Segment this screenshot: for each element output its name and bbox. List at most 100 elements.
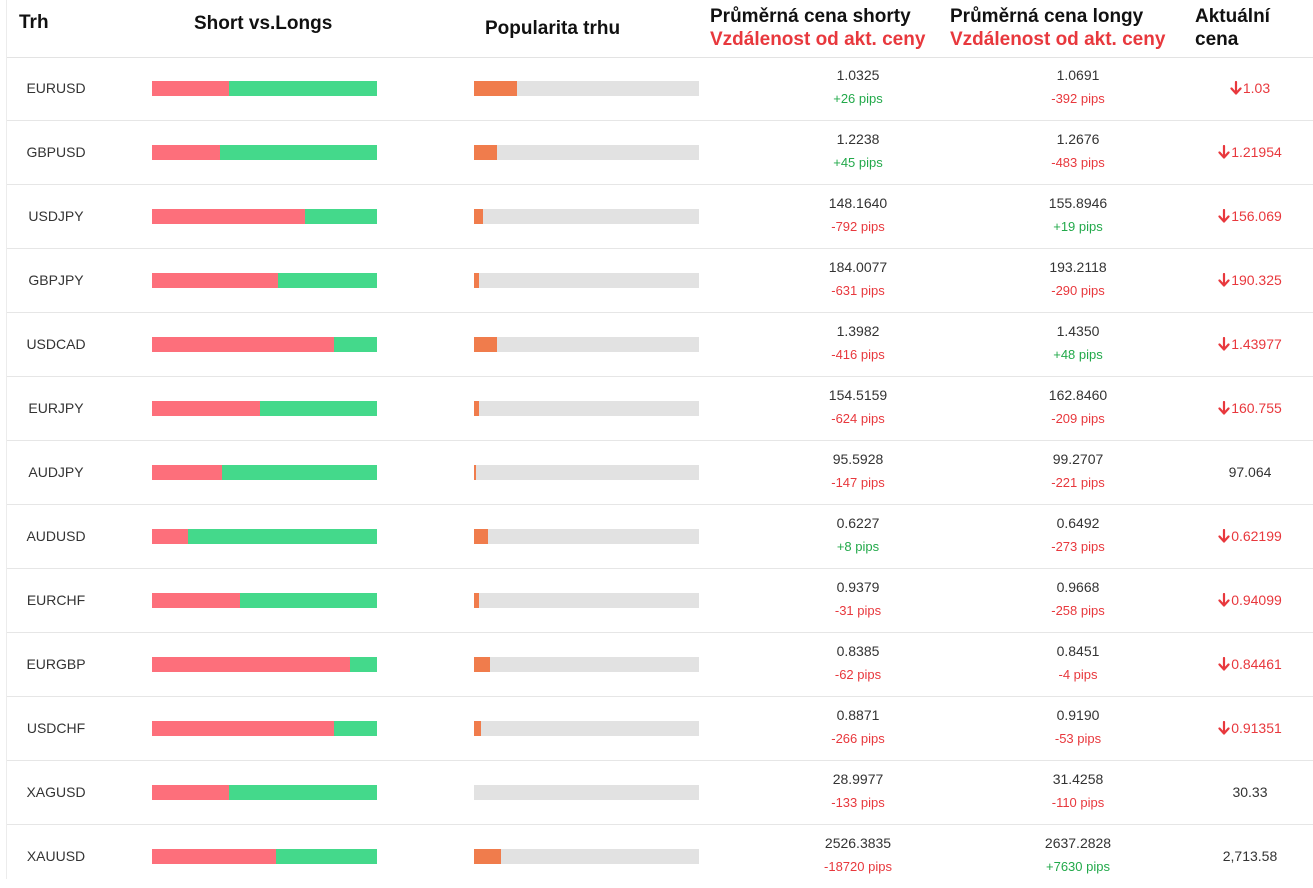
avg-long-cell: 31.4258 -110 pips [988,761,1168,824]
market-name[interactable]: GBPJPY [28,272,84,288]
table-row[interactable]: USDJPY 148.1640 -792 pips 155.8946 +19 pips 1… [7,185,1313,249]
popularity-fill [474,593,479,608]
avg-short-price: 0.6227 [836,515,880,531]
avg-short-pips: -147 pips [831,475,885,490]
avg-long-cell: 155.8946 +19 pips [988,185,1168,248]
current-price: 1.03 [1242,80,1271,96]
avg-short-cell: 148.1640 -792 pips [768,185,948,248]
short-vs-long-bar [152,657,377,672]
avg-long-cell: 1.0691 -392 pips [988,57,1168,120]
header-short-vs-longs[interactable]: Short vs.Longs [194,13,333,34]
avg-long-price: 0.9190 [1056,707,1100,723]
avg-short-price: 184.0077 [828,259,888,275]
market-name[interactable]: USDJPY [28,208,84,224]
popularity-bar [474,785,699,800]
avg-long-cell: 1.2676 -483 pips [988,121,1168,184]
current-price: 190.325 [1231,272,1282,288]
popularity-fill [474,273,479,288]
avg-long-cell: 0.6492 -273 pips [988,505,1168,568]
long-segment [228,81,377,96]
table-row[interactable]: GBPJPY 184.0077 -631 pips 193.2118 -290 pips… [7,249,1313,313]
popularity-fill [474,81,517,96]
popularity-bar [474,401,699,416]
header-market[interactable]: Trh [19,12,49,33]
avg-long-pips: +48 pips [1053,347,1103,362]
current-price: 0.94099 [1231,592,1282,608]
short-vs-long-bar [152,273,377,288]
avg-long-price: 1.2676 [1056,131,1100,147]
market-name[interactable]: EURJPY [28,400,84,416]
current-price: 30.33 [1232,784,1268,800]
arrow-down-icon [1218,593,1230,607]
table-row[interactable]: EURGBP 0.8385 -62 pips 0.8451 -4 pips 0.84461 [7,633,1313,697]
header-avg-long-price: Průměrná cena longy [950,6,1144,27]
avg-short-pips: +8 pips [836,539,880,554]
market-name[interactable]: USDCHF [26,720,86,736]
table-row[interactable]: EURJPY 154.5159 -624 pips 162.8460 -209 pips… [7,377,1313,441]
avg-short-cell: 1.3982 -416 pips [768,313,948,376]
long-segment [334,337,377,352]
short-segment [152,721,335,736]
avg-short-cell: 28.9977 -133 pips [768,761,948,824]
header-avg-short[interactable]: Průměrná cena shorty Vzdálenost od akt. … [710,5,925,51]
avg-short-price: 0.8385 [836,643,880,659]
header-current-price[interactable]: Aktuální cena [1195,6,1270,50]
long-segment [305,209,377,224]
short-vs-long-bar [152,209,377,224]
current-price: 97.064 [1228,464,1272,480]
market-name[interactable]: XAGUSD [26,784,86,800]
table-row[interactable]: GBPUSD 1.2238 +45 pips 1.2676 -483 pips 1.219… [7,121,1313,185]
long-segment [219,145,377,160]
table-row[interactable]: XAGUSD 28.9977 -133 pips 31.4258 -110 pips 30… [7,761,1313,825]
avg-short-cell: 95.5928 -147 pips [768,441,948,504]
avg-short-cell: 0.8385 -62 pips [768,633,948,696]
current-price-cell: 0.94099 [1195,569,1305,632]
avg-short-price: 1.3982 [836,323,880,339]
header-popularity[interactable]: Popularita trhu [485,18,621,39]
short-vs-long-bar [152,401,377,416]
market-name[interactable]: XAUUSD [26,848,86,864]
current-price: 0.84461 [1231,656,1282,672]
short-segment [152,337,335,352]
long-segment [260,401,377,416]
market-name[interactable]: AUDJPY [28,464,84,480]
long-segment [334,721,377,736]
market-name[interactable]: USDCAD [26,336,86,352]
avg-short-price: 1.0325 [836,67,880,83]
market-name[interactable]: EURGBP [26,656,86,672]
market-name[interactable]: AUDUSD [26,528,86,544]
table-row[interactable]: AUDJPY 95.5928 -147 pips 99.2707 -221 pips 97… [7,441,1313,505]
long-segment [228,785,377,800]
avg-long-price: 1.4350 [1056,323,1100,339]
avg-short-pips: +45 pips [833,155,883,170]
table-row[interactable]: EURUSD 1.0325 +26 pips 1.0691 -392 pips 1.03 [7,57,1313,121]
market-name[interactable]: EURCHF [26,592,86,608]
current-price: 1.21954 [1231,144,1282,160]
arrow-down-icon [1218,721,1230,735]
avg-short-price: 28.9977 [832,771,884,787]
table-row[interactable]: USDCHF 0.8871 -266 pips 0.9190 -53 pips 0.913… [7,697,1313,761]
short-vs-long-bar [152,145,377,160]
current-price-cell: 1.21954 [1195,121,1305,184]
table-row[interactable]: AUDUSD 0.6227 +8 pips 0.6492 -273 pips 0.6219… [7,505,1313,569]
short-segment [152,145,220,160]
market-name[interactable]: GBPUSD [26,144,86,160]
table-row[interactable]: EURCHF 0.9379 -31 pips 0.9668 -258 pips 0.940… [7,569,1313,633]
table-row[interactable]: XAUUSD 2526.3835 -18720 pips 2637.2828 +7630… [7,825,1313,888]
arrow-down-icon [1218,657,1230,671]
header-avg-long[interactable]: Průměrná cena longy Vzdálenost od akt. c… [950,5,1165,51]
avg-short-price: 1.2238 [836,131,880,147]
avg-long-pips: -392 pips [1051,91,1105,106]
market-name[interactable]: EURUSD [26,80,86,96]
avg-long-cell: 193.2118 -290 pips [988,249,1168,312]
avg-long-pips: -483 pips [1051,155,1105,170]
avg-long-price: 0.9668 [1056,579,1100,595]
current-price: 0.91351 [1231,720,1282,736]
avg-short-cell: 1.2238 +45 pips [768,121,948,184]
short-segment [152,81,229,96]
avg-long-pips: +7630 pips [1046,859,1110,874]
short-segment [152,657,350,672]
short-segment [152,465,222,480]
table-body: EURUSD 1.0325 +26 pips 1.0691 -392 pips 1.03 G… [7,57,1313,888]
table-row[interactable]: USDCAD 1.3982 -416 pips 1.4350 +48 pips 1.439… [7,313,1313,377]
